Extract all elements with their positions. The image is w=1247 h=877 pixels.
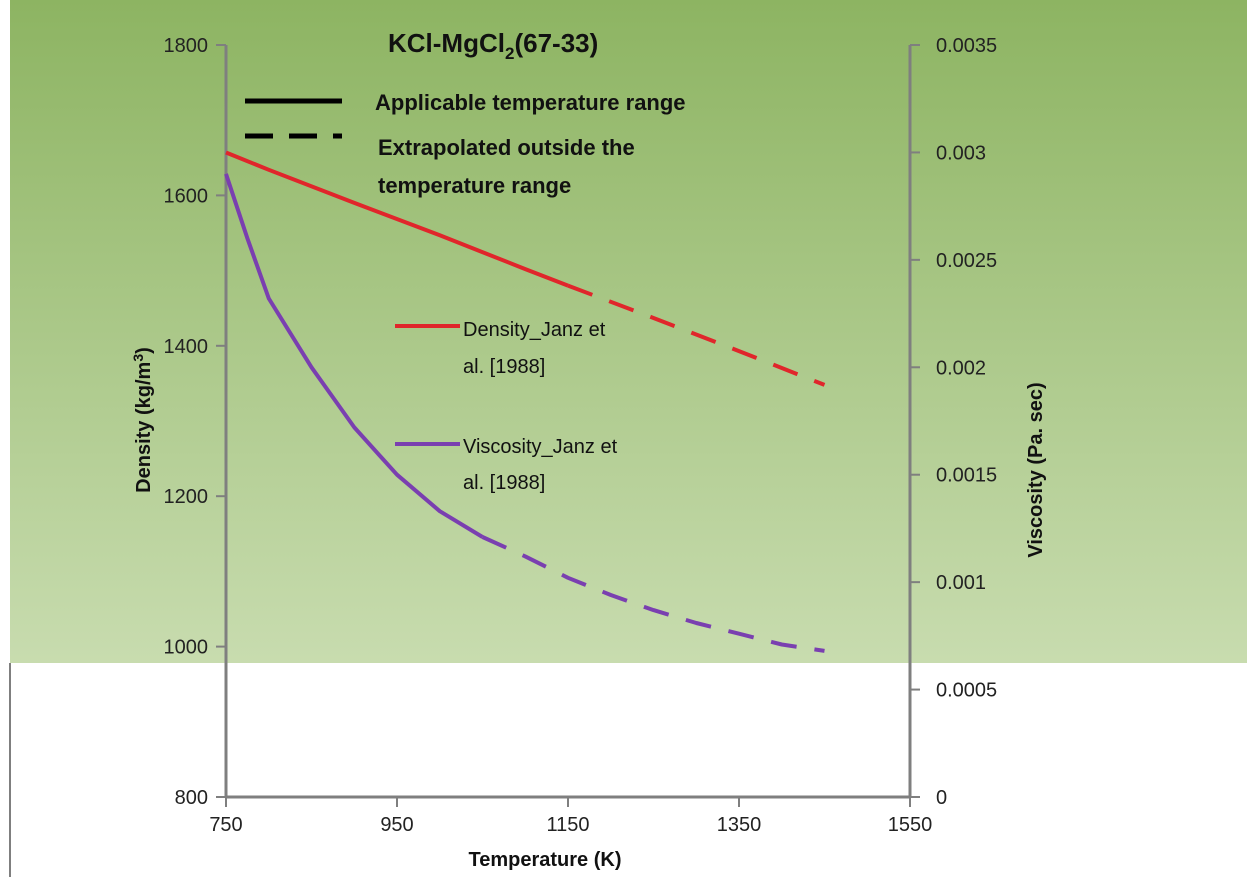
- series-layer: [224, 150, 826, 653]
- x-tick-label: 950: [380, 814, 413, 836]
- right-axis-ticks: 0 0.0005 0.001 0.0015 0.002 0.0025 0.003 0.0035: [910, 35, 997, 809]
- right-tick-label: 0.0005: [936, 680, 997, 702]
- right-tick-label: 0.0015: [936, 465, 997, 487]
- right-tick-label: 0.0025: [936, 250, 997, 272]
- density-legend-label-line1: Density_Janz et: [463, 319, 606, 341]
- left-tick-label: 1200: [164, 486, 209, 508]
- y2-axis-title: Viscosity (Pa. sec): [1025, 382, 1047, 557]
- left-tick-label: 1600: [164, 185, 209, 207]
- left-tick-label: 1400: [164, 336, 209, 358]
- viscosity-legend-label-line1: Viscosity_Janz et: [463, 436, 618, 458]
- right-tick-label: 0.0035: [936, 35, 997, 57]
- x-tick-label: 1550: [888, 814, 933, 836]
- legend-dashed-label-line1: Extrapolated outside the: [378, 135, 635, 160]
- right-tick-label: 0.003: [936, 142, 986, 164]
- left-tick-label: 1000: [164, 637, 209, 659]
- right-tick-label: 0: [936, 787, 947, 809]
- chart-title: KCl-MgCl2(67-33): [388, 28, 598, 63]
- legend-dashed-label-line2: temperature range: [378, 173, 571, 198]
- x-axis-ticks: 750 950 1150 1350 1550: [209, 797, 932, 836]
- density-legend-label-line2: al. [1988]: [463, 356, 545, 378]
- right-tick-label: 0.001: [936, 572, 986, 594]
- left-tick-label: 1800: [164, 35, 209, 57]
- y-axis-title: Density (kg/m3): [130, 347, 155, 493]
- viscosity-legend-label-line2: al. [1988]: [463, 472, 545, 494]
- density-solid-line: [225, 150, 569, 288]
- x-tick-label: 1150: [546, 814, 589, 836]
- plot-background: [10, 0, 1247, 663]
- left-axis-ticks: 800 1000 1200 1400 1600 1800: [164, 35, 226, 809]
- density-dashed-line: [567, 283, 826, 387]
- x-axis-title: Temperature (K): [469, 849, 622, 871]
- x-tick-label: 1350: [717, 814, 762, 836]
- legend-solid-label: Applicable temperature range: [375, 90, 686, 115]
- right-tick-label: 0.002: [936, 357, 986, 379]
- viscosity-dashed-line: [481, 535, 825, 653]
- viscosity-solid-line: [224, 173, 484, 539]
- left-tick-label: 800: [175, 787, 208, 809]
- x-tick-label: 750: [209, 814, 242, 836]
